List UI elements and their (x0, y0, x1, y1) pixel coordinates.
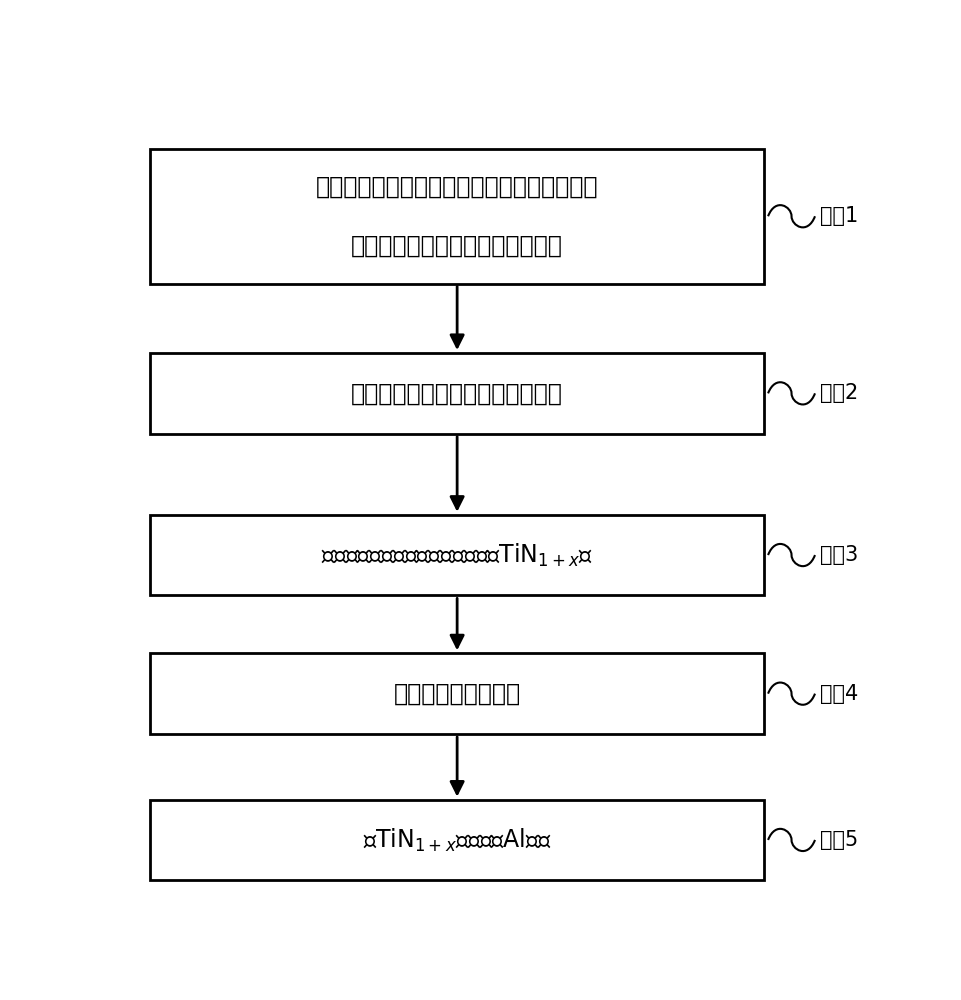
Text: 在TiN1+x层上沉积Al电极: 在TiN1+x层上沉积Al电极 (353, 828, 561, 852)
FancyBboxPatch shape (150, 353, 764, 434)
Text: 步骤5: 步骤5 (821, 830, 858, 850)
Text: 在TiN$_{1+x}$层上沉积Al电极: 在TiN$_{1+x}$层上沉积Al电极 (363, 826, 552, 854)
FancyBboxPatch shape (150, 515, 764, 595)
Text: 在所述隔离层上制备过化学计量的TiN1+x层: 在所述隔离层上制备过化学计量的TiN1+x层 (301, 543, 613, 567)
Text: 在所述金属功函数层上沉积隔离层: 在所述金属功函数层上沉积隔离层 (351, 381, 563, 405)
FancyBboxPatch shape (150, 800, 764, 880)
Text: 介电常数栅介质层、金属功函数层: 介电常数栅介质层、金属功函数层 (351, 234, 563, 258)
Text: 在所述隔离层上制备过化学计量的TiN$_{1+x}$层: 在所述隔离层上制备过化学计量的TiN$_{1+x}$层 (321, 541, 593, 569)
FancyBboxPatch shape (150, 653, 764, 734)
Text: 步骤3: 步骤3 (821, 545, 858, 565)
Text: 进行快速热退火处理: 进行快速热退火处理 (394, 682, 521, 706)
FancyBboxPatch shape (150, 149, 764, 284)
Text: 步骤2: 步骤2 (821, 383, 858, 403)
Text: 步骤1: 步骤1 (821, 206, 858, 226)
Text: 提供衬底，在所述衬底上依次沉积界面层、高: 提供衬底，在所述衬底上依次沉积界面层、高 (316, 175, 599, 199)
Text: 步骤4: 步骤4 (821, 684, 858, 704)
